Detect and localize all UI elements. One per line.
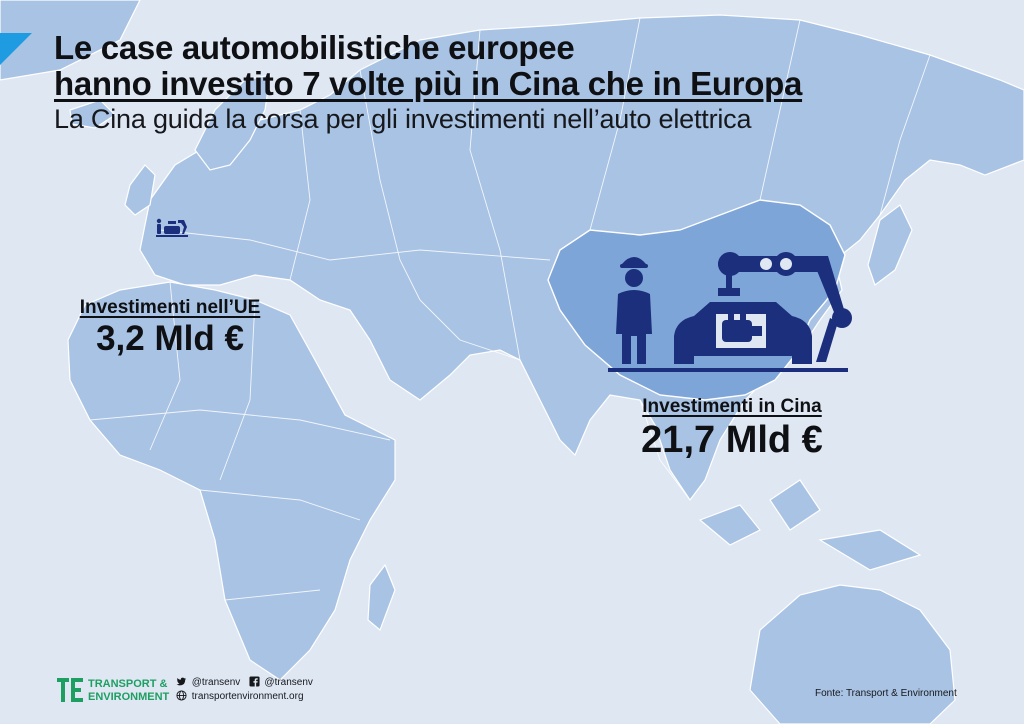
scandinavia bbox=[194, 74, 271, 171]
twitter-icon bbox=[176, 677, 187, 686]
title-line-1: Le case automobilistiche europee bbox=[54, 29, 575, 66]
brand-line-2: ENVIRONMENT bbox=[88, 691, 170, 703]
website-link[interactable]: transportenvironment.org bbox=[191, 691, 304, 702]
robot-arm-car-icon bbox=[608, 252, 852, 372]
brand-line-1: TRANSPORT & bbox=[88, 678, 168, 690]
social-links: @transenv @transenv transportenvironment… bbox=[176, 676, 313, 704]
facebook-icon bbox=[249, 676, 260, 687]
eu-investment: Investimenti nell’UE 3,2 Mld € bbox=[60, 297, 280, 359]
title-line-2: hanno investito 7 volte più in Cina che … bbox=[54, 65, 803, 102]
australia-landmass bbox=[749, 584, 956, 724]
china-investment-label: Investimenti in Cina bbox=[642, 396, 822, 417]
facebook-handle[interactable]: @transenv bbox=[264, 677, 313, 688]
brand-logo-icon bbox=[57, 678, 83, 702]
small-factory-icon bbox=[156, 218, 188, 237]
page-title: Le case automobilistiche europee hanno i… bbox=[54, 30, 802, 102]
source-note: Fonte: Transport & Environment bbox=[815, 688, 957, 699]
britain bbox=[124, 164, 156, 216]
china-investment-value: 21,7 Mld € bbox=[641, 419, 823, 461]
twitter-handle[interactable]: @transenv bbox=[191, 677, 241, 688]
china-investment: Investimenti in Cina 21,7 Mld € bbox=[612, 396, 852, 462]
title-accent-triangle bbox=[0, 33, 32, 65]
globe-icon bbox=[176, 690, 187, 701]
eu-investment-value: 3,2 Mld € bbox=[96, 319, 244, 358]
factory-worker-icon bbox=[616, 257, 652, 364]
brand-name: TRANSPORT & ENVIRONMENT bbox=[88, 678, 169, 704]
page-subtitle: La Cina guida la corsa per gli investime… bbox=[54, 104, 752, 134]
eu-investment-label: Investimenti nell’UE bbox=[79, 297, 261, 318]
